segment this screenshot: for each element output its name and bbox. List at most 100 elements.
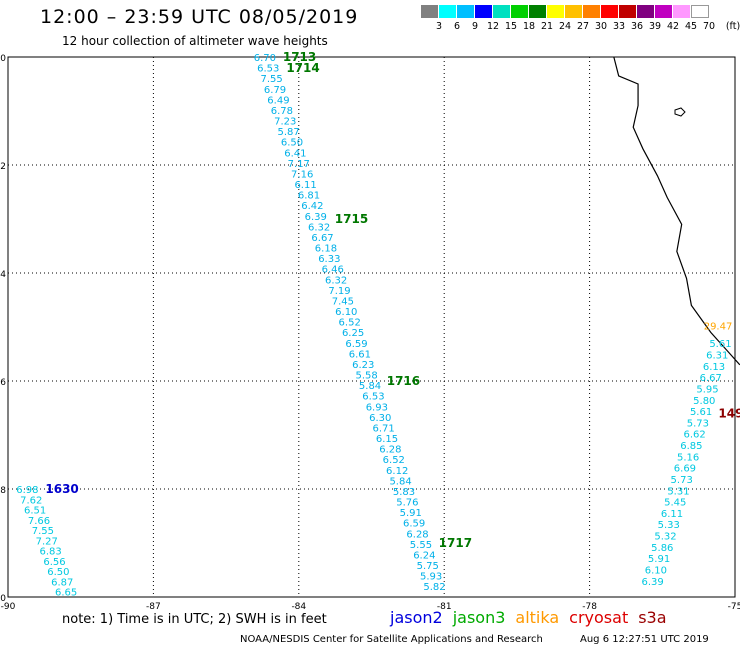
pass-time-label: 1714 (286, 61, 319, 75)
legend-label: 6 (453, 21, 461, 32)
credit-text: NOAA/NESDIS Center for Satellite Applica… (240, 634, 543, 645)
legend-swatch (691, 5, 709, 18)
color-legend (421, 5, 709, 18)
legend-swatch (583, 5, 601, 18)
swh-value-label: 5.84 (359, 381, 381, 392)
satellite-s3a: s3a (638, 608, 667, 627)
swh-value-label: 6.67 (311, 233, 333, 244)
generation-timestamp: Aug 6 12:27:51 UTC 2019 (580, 634, 709, 645)
swh-value-label: 6.83 (40, 547, 62, 558)
legend-label: 30 (594, 21, 608, 32)
lake-outline (674, 107, 686, 117)
swh-value-label: 6.71 (372, 423, 394, 434)
swh-value-label: 6.11 (294, 180, 316, 191)
swh-value-label: 7.62 (20, 495, 42, 506)
swh-value-label: 5.87 (277, 127, 299, 138)
swh-value-label: 5.32 (654, 532, 676, 543)
swh-value-label: 6.51 (24, 506, 46, 517)
satellite-cryosat: cryosat (569, 608, 629, 627)
legend-unit: (ft) (725, 21, 740, 32)
pass-time-label: 1713 (283, 50, 316, 64)
latitude-tick-label: -12 (0, 162, 6, 172)
swh-value-label: 6.61 (349, 349, 371, 360)
swh-value-label: 6.59 (403, 519, 425, 530)
swh-value-label: 6.67 (700, 373, 722, 384)
swh-value-label: 5.84 (389, 476, 411, 487)
swh-value-label: 6.53 (257, 64, 279, 75)
map-subtitle: 12 hour collection of altimeter wave hei… (62, 34, 328, 48)
latitude-tick-label: -16 (0, 378, 6, 388)
legend-swatch (565, 5, 583, 18)
swh-value-label: 6.12 (386, 466, 408, 477)
satellite-jason3: jason3 (452, 608, 506, 627)
altika-swh-label: 29.47 (704, 322, 733, 333)
swh-value-label: 7.66 (28, 516, 50, 527)
swh-value-label: 6.46 (322, 265, 344, 276)
swh-value-label: 6.10 (335, 307, 357, 318)
longitude-tick-label: -90 (1, 602, 16, 612)
swh-value-label: 5.73 (671, 475, 693, 486)
swh-value-label: 6.52 (383, 455, 405, 466)
longitude-tick-label: -87 (146, 602, 161, 612)
swh-value-label: 5.45 (664, 498, 686, 509)
swh-value-label: 7.19 (328, 286, 350, 297)
legend-swatch (637, 5, 655, 18)
latitude-tick-label: -18 (0, 486, 6, 496)
pass-time-label: 1716 (387, 374, 420, 388)
swh-value-label: 5.31 (667, 486, 689, 497)
swh-value-label: 5.82 (423, 582, 445, 593)
swh-value-label: 6.33 (318, 254, 340, 265)
latitude-tick-label: -20 (0, 594, 6, 604)
swh-value-label: 7.45 (332, 296, 354, 307)
swh-value-label: 6.25 (342, 328, 364, 339)
latitude-tick-label: -10 (0, 54, 6, 64)
legend-label: 45 (684, 21, 698, 32)
swh-value-label: 6.53 (362, 392, 384, 403)
swh-value-label: 6.59 (345, 339, 367, 350)
legend-swatch (601, 5, 619, 18)
pass-time-label: 149 (718, 406, 740, 420)
map-frame (7, 56, 736, 598)
swh-value-label: 5.75 (417, 561, 439, 572)
pass-time-label: 1630 (45, 482, 78, 496)
swh-value-label: 5.61 (709, 339, 731, 350)
swh-value-label: 7.17 (288, 159, 310, 170)
swh-value-label: 6.30 (369, 413, 391, 424)
swh-value-label: 6.41 (284, 148, 306, 159)
swh-value-label: 6.93 (366, 402, 388, 413)
legend-swatch (493, 5, 511, 18)
swh-value-label: 6.52 (339, 318, 361, 329)
swh-value-label: 6.32 (325, 275, 347, 286)
color-legend-labels: 3 6 9 12 15 18 21 24 27 30 33 36 39 42 45 70 (ft) (421, 21, 740, 33)
swh-value-label: 6.50 (281, 138, 303, 149)
swh-value-label: 6.10 (645, 565, 667, 576)
map-title: 12:00 – 23:59 UTC 08/05/2019 (40, 6, 359, 28)
swh-value-label: 5.16 (677, 452, 699, 463)
satellite-legend: jason2 jason3 altika cryosat s3a (390, 608, 677, 627)
swh-value-label: 6.70 (254, 53, 276, 64)
swh-value-label: 7.23 (274, 117, 296, 128)
swh-value-label: 5.83 (393, 487, 415, 498)
swh-value-label: 6.24 (413, 550, 435, 561)
legend-label: 3 (435, 21, 443, 32)
legend-label: 24 (558, 21, 572, 32)
legend-label: 70 (702, 21, 716, 32)
swh-value-label: 6.28 (406, 529, 428, 540)
satellite-jason2: jason2 (390, 608, 443, 627)
swh-value-label: 7.16 (291, 169, 313, 180)
swh-value-label: 5.73 (687, 418, 709, 429)
legend-label: 33 (612, 21, 626, 32)
swh-value-label: 5.91 (648, 554, 670, 565)
swh-value-label: 6.18 (315, 244, 337, 255)
swh-value-label: 5.95 (696, 384, 718, 395)
legend-swatch (475, 5, 493, 18)
swh-value-label: 7.55 (261, 74, 283, 85)
swh-value-label: 5.33 (658, 520, 680, 531)
swh-value-label: 6.31 (706, 351, 728, 362)
pass-time-label: 1717 (439, 536, 472, 550)
swh-value-label: 6.69 (674, 464, 696, 475)
swh-value-label: 6.62 (683, 430, 705, 441)
swh-value-label: 5.86 (651, 543, 673, 554)
coastline (613, 56, 740, 366)
